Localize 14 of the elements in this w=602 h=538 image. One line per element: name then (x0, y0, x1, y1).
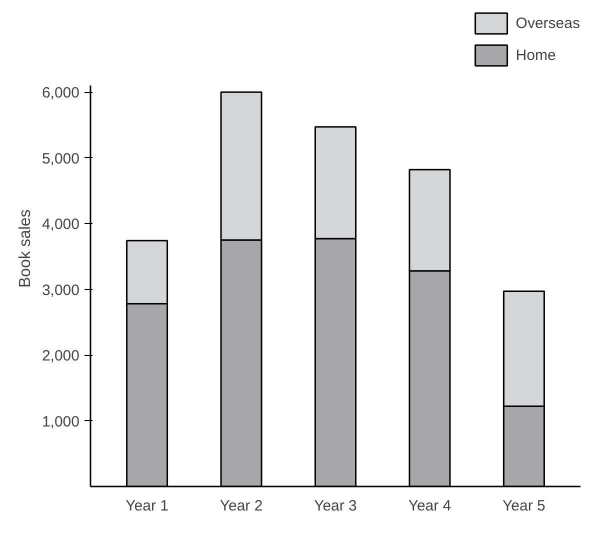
legend-label: Overseas (516, 14, 580, 32)
y-tick-label: 6,000 (42, 84, 80, 102)
x-tick-label: Year 2 (220, 498, 263, 514)
x-tick-label: Year 3 (314, 498, 357, 514)
y-tick-label: 2,000 (42, 348, 80, 365)
x-tick-label: Year 5 (502, 498, 546, 514)
y-axis-title: Book sales (16, 209, 34, 288)
x-tick-label: Year 1 (126, 498, 168, 514)
y-tick-label: 1,000 (42, 413, 80, 430)
y-tick-label: 4,000 (42, 216, 80, 234)
legend-label: Home (516, 46, 556, 64)
y-tick-label: 5,000 (42, 150, 80, 168)
x-tick-label: Year 4 (408, 498, 452, 514)
y-tick-label: 3,000 (42, 282, 80, 299)
